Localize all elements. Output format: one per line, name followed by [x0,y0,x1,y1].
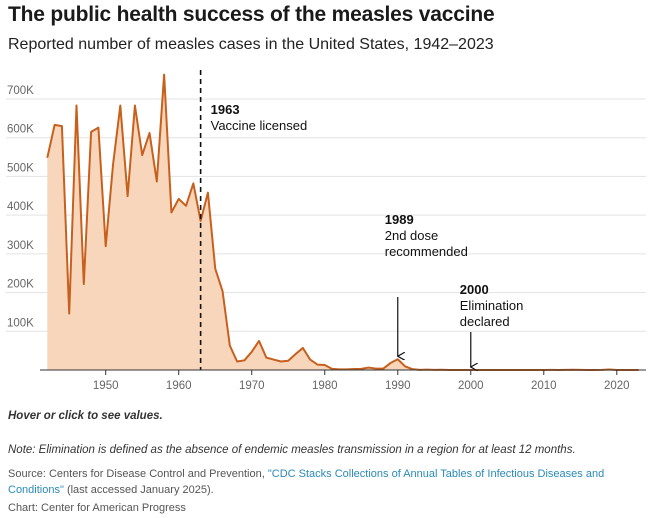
annotation-label-second-dose: recommended [385,244,468,259]
chart-title: The public health success of the measles… [8,3,495,26]
y-tick-label: 500K [7,162,34,174]
source-link[interactable]: "CDC Stacks Collections of Annual Tables… [8,468,605,496]
y-tick-label: 100K [7,317,34,329]
y-axis-ticks: 100K 200K 300K 400K 500K 600K 700K [7,85,34,329]
annotation-label-elimination: declared [460,314,510,329]
annotation-label-second-dose: 2nd dose [385,228,439,243]
area-layer [46,73,639,371]
x-tick-label: 1980 [312,380,338,392]
chart-source: Source: Centers for Disease Control and … [8,466,638,498]
x-tick-label: 1950 [93,380,119,392]
source-suffix: (last accessed January 2025). [63,484,214,496]
x-tick-label: 2000 [458,380,484,392]
x-tick-label: 2010 [531,380,557,392]
x-tick-label: 2020 [604,380,630,392]
chart-note: Note: Elimination is defined as the abse… [8,444,576,456]
source-prefix: Source: Centers for Disease Control and … [8,468,268,480]
chart-subtitle: Reported number of measles cases in the … [8,36,494,53]
x-tick-label: 1990 [385,380,411,392]
y-tick-label: 300K [7,240,34,252]
hover-hint: Hover or click to see values. [8,410,163,422]
y-tick-label: 600K [7,124,34,136]
annotation-year-second-dose: 1989 [385,212,414,227]
y-tick-label: 200K [7,279,34,291]
y-tick-label: 700K [7,85,34,97]
y-tick-label: 400K [7,201,34,213]
x-tick-label: 1960 [166,380,192,392]
annotation-label-vaccine: Vaccine licensed [211,118,308,133]
measles-area-chart[interactable]: 100K 200K 300K 400K 500K 600K 700K 1963Vaccine… [0,60,653,395]
chart-credit: Chart: Center for American Progress [8,502,186,514]
annotation-year-elimination: 2000 [460,282,489,297]
x-axis: 1950 1960 1970 1980 1990 2000 2010 2020 [40,369,646,392]
x-tick-label: 1970 [239,380,265,392]
annotation-year-vaccine: 1963 [211,102,240,117]
cases-area [47,74,639,370]
annotation-label-elimination: Elimination [460,298,524,313]
